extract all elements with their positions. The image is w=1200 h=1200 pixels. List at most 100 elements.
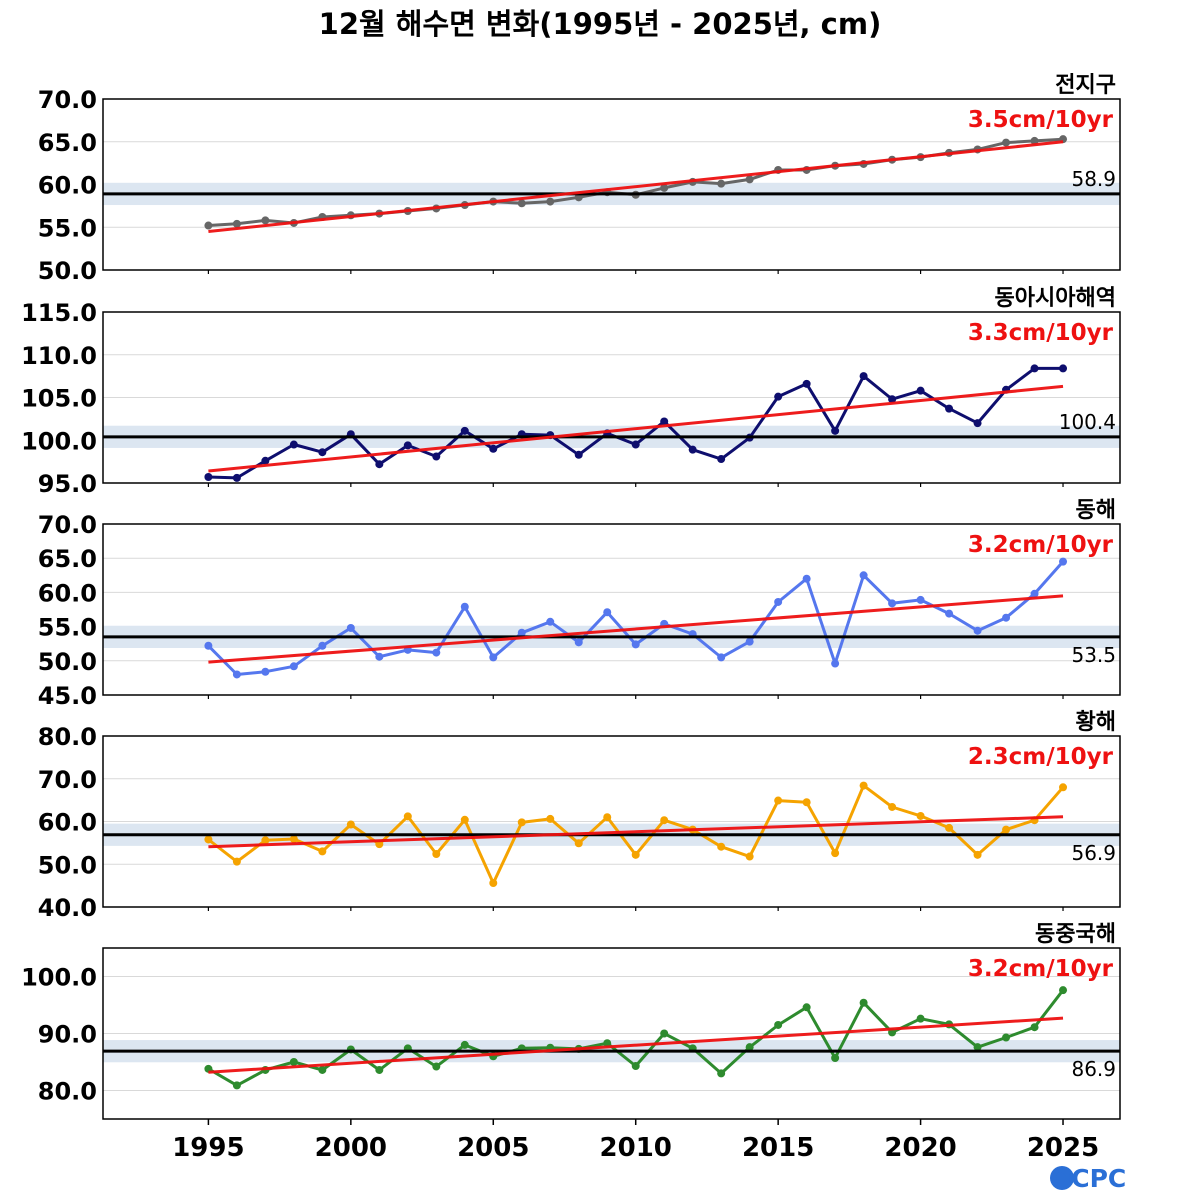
region-label: 동중국해 — [1035, 922, 1116, 947]
data-point — [774, 392, 783, 401]
data-point — [403, 812, 412, 821]
data-point — [745, 1043, 754, 1052]
data-point — [232, 219, 241, 228]
mean-value-label: 53.5 — [1071, 643, 1116, 667]
data-point — [375, 652, 384, 661]
data-point — [945, 404, 954, 413]
mean-value-label: 86.9 — [1071, 1057, 1116, 1081]
data-point — [375, 1065, 384, 1074]
data-point — [831, 849, 840, 858]
data-point — [318, 1065, 327, 1074]
data-point — [546, 814, 555, 823]
data-point — [574, 638, 583, 647]
data-point — [888, 599, 897, 608]
data-point — [432, 849, 441, 858]
data-point — [1002, 825, 1011, 834]
data-point — [973, 850, 982, 859]
data-point — [261, 456, 270, 465]
data-point — [1030, 136, 1039, 145]
y-tick-label: 110.0 — [21, 342, 97, 370]
data-point — [232, 670, 241, 679]
data-point — [774, 597, 783, 606]
data-point — [831, 426, 840, 435]
data-point — [1059, 364, 1068, 373]
trend-label: 3.5cm/10yr — [968, 107, 1114, 133]
y-tick-label: 115.0 — [21, 299, 97, 327]
x-tick-label: 2015 — [742, 1133, 814, 1163]
region-label: 전지구 — [1055, 73, 1116, 98]
y-tick-label: 60.0 — [38, 809, 97, 837]
data-point — [489, 879, 498, 888]
trend-line — [208, 1016, 1064, 1074]
data-point — [945, 609, 954, 618]
logo-globe-icon — [1050, 1166, 1074, 1190]
data-point — [261, 216, 270, 225]
y-tick-label: 45.0 — [38, 682, 97, 710]
y-tick-label: 55.0 — [38, 614, 97, 642]
data-point — [603, 608, 612, 617]
data-point — [660, 816, 669, 825]
data-point — [603, 1039, 612, 1048]
trend-line — [208, 815, 1064, 849]
data-point — [432, 1062, 441, 1071]
data-point — [1059, 783, 1068, 792]
logo-text: OCPC — [1050, 1164, 1126, 1193]
y-tick-label: 70.0 — [38, 511, 97, 539]
data-point — [859, 998, 868, 1007]
data-point — [973, 419, 982, 428]
data-point — [774, 796, 783, 805]
data-point — [916, 386, 925, 395]
data-point — [318, 641, 327, 650]
data-point — [916, 1014, 925, 1023]
y-tick-label: 100.0 — [21, 964, 97, 992]
y-tick-label: 65.0 — [38, 545, 97, 573]
data-point — [574, 839, 583, 848]
data-point — [1059, 986, 1068, 995]
trend-label: 3.3cm/10yr — [968, 320, 1114, 346]
data-point — [660, 417, 669, 426]
data-point — [717, 455, 726, 464]
data-point — [489, 444, 498, 453]
data-point — [546, 617, 555, 626]
data-point — [318, 847, 327, 856]
data-point — [631, 640, 640, 649]
data-point — [888, 395, 897, 404]
trend-label: 3.2cm/10yr — [968, 956, 1114, 982]
mean-value-label: 58.9 — [1071, 167, 1116, 191]
data-point — [1030, 1023, 1039, 1032]
x-tick-label: 2010 — [600, 1133, 672, 1163]
data-point — [232, 1081, 241, 1090]
y-tick-label: 70.0 — [38, 86, 97, 114]
data-point — [945, 823, 954, 832]
y-tick-label: 40.0 — [38, 894, 97, 922]
data-point — [346, 820, 355, 829]
data-point — [432, 648, 441, 657]
data-point — [289, 662, 298, 671]
y-tick-label: 50.0 — [38, 851, 97, 879]
data-point — [289, 835, 298, 844]
trend-label: 3.2cm/10yr — [968, 532, 1114, 558]
data-point — [660, 1029, 669, 1038]
data-point — [261, 836, 270, 845]
trend-line — [208, 384, 1064, 473]
ocpc-logo: OCPC — [1050, 1164, 1126, 1193]
data-point — [717, 1069, 726, 1078]
data-point — [346, 623, 355, 632]
data-point — [774, 1020, 783, 1029]
y-tick-label: 105.0 — [21, 385, 97, 413]
plot-frame — [102, 947, 1121, 1120]
trend-line — [208, 594, 1064, 664]
data-point — [688, 445, 697, 454]
data-point — [232, 857, 241, 866]
data-point — [261, 667, 270, 676]
plot-frame — [102, 735, 1121, 908]
data-point — [717, 842, 726, 851]
data-point — [916, 595, 925, 604]
data-point — [460, 426, 469, 435]
data-point — [631, 440, 640, 449]
data-point — [204, 473, 213, 482]
data-point — [1030, 589, 1039, 598]
x-tick-label: 2020 — [884, 1133, 956, 1163]
y-tick-label: 65.0 — [38, 129, 97, 157]
x-tick-label: 1995 — [172, 1133, 244, 1163]
